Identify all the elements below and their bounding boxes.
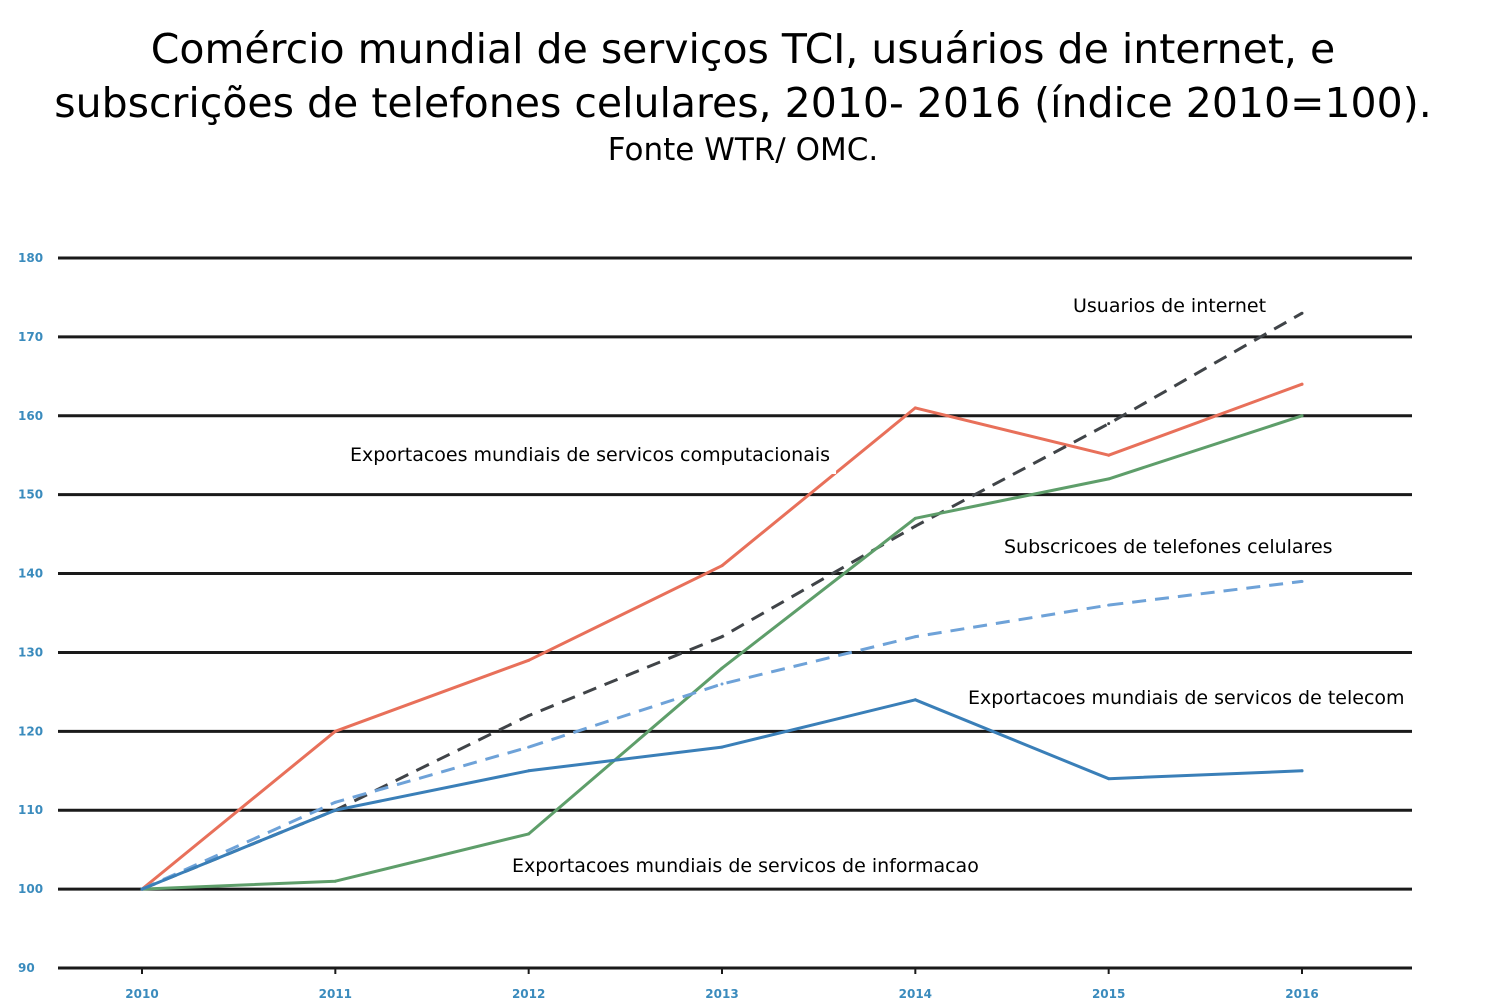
grid-layer (58, 256, 1412, 970)
y-tick-label: 110 (18, 803, 43, 817)
x-tick-label: 2011 (319, 987, 352, 1001)
series-2-point (720, 635, 724, 639)
series-2-point (1107, 422, 1111, 426)
x-axis-ticks: 2010 2011 2012 2013 2014 2015 2016 (125, 968, 1319, 1001)
series-5-point (720, 745, 724, 749)
y-tick-label: 90 (18, 961, 35, 975)
y-tick-label: 180 (18, 251, 43, 265)
series-label-background (344, 438, 837, 474)
series-1-point (1300, 382, 1304, 386)
y-tick-label: 100 (18, 882, 43, 896)
series-5-point (140, 887, 144, 891)
series-5-point (1107, 777, 1111, 781)
series-2-point (913, 524, 917, 528)
series-label: Exportacoes mundiais de servicos de info… (512, 855, 979, 877)
series-label: Exportacoes mundiais de servicos computa… (350, 444, 830, 466)
series-4-point (333, 800, 337, 804)
x-tick-label: 2014 (899, 987, 932, 1001)
y-tick-label: 170 (18, 330, 43, 344)
annotation-layer: Exportacoes mundiais de servicos computa… (344, 295, 1405, 877)
series-2-point (1300, 311, 1304, 315)
y-tick-label: 120 (18, 724, 43, 738)
series-4-point (1300, 579, 1304, 583)
x-tick-label: 2010 (125, 987, 158, 1001)
x-tick-label: 2016 (1285, 987, 1318, 1001)
chart-title-line-1: Comércio mundial de serviços TCI, usuári… (150, 25, 1336, 73)
chart-source: Fonte WTR/ OMC. (607, 132, 879, 168)
series-4-point (1107, 603, 1111, 607)
y-tick-label: 150 (18, 488, 43, 502)
y-axis-ticks: 90 100 110 120 130 140 150 160 170 180 (18, 251, 43, 975)
series-1-point (333, 729, 337, 733)
series-5-point (333, 808, 337, 812)
series-label: Exportacoes mundiais de servicos de tele… (968, 687, 1405, 709)
series-2-point (527, 714, 531, 718)
series-3-point (720, 666, 724, 670)
series-1-point (1107, 453, 1111, 457)
series-3-point (1300, 414, 1304, 418)
series-line-4 (141, 579, 1303, 891)
series-4-point (720, 682, 724, 686)
series-3-point (333, 879, 337, 883)
chart-title-line-2: subscrições de telefones celulares, 2010… (54, 79, 1432, 127)
series-4-point (527, 745, 531, 749)
series-layer (140, 311, 1304, 891)
x-tick-label: 2012 (512, 987, 545, 1001)
series-5-point (1300, 769, 1304, 773)
series-5-point (913, 698, 917, 702)
series-5-point (527, 769, 531, 773)
series-1-point (720, 564, 724, 568)
series-4-point (913, 635, 917, 639)
series-label: Subscricoes de telefones celulares (1004, 536, 1333, 558)
x-tick-label: 2013 (705, 987, 738, 1001)
series-label: Usuarios de internet (1073, 295, 1266, 317)
y-tick-label: 130 (18, 645, 43, 659)
series-1-point (913, 406, 917, 410)
y-tick-label: 140 (18, 567, 43, 581)
series-1-point (527, 658, 531, 662)
y-tick-label: 160 (18, 409, 43, 423)
series-3-point (527, 832, 531, 836)
x-tick-label: 2015 (1092, 987, 1125, 1001)
series-3-point (1107, 477, 1111, 481)
series-line-2 (141, 311, 1303, 891)
series-3-point (913, 516, 917, 520)
chart-title-block: Comércio mundial de serviços TCI, usuári… (0, 22, 1486, 170)
